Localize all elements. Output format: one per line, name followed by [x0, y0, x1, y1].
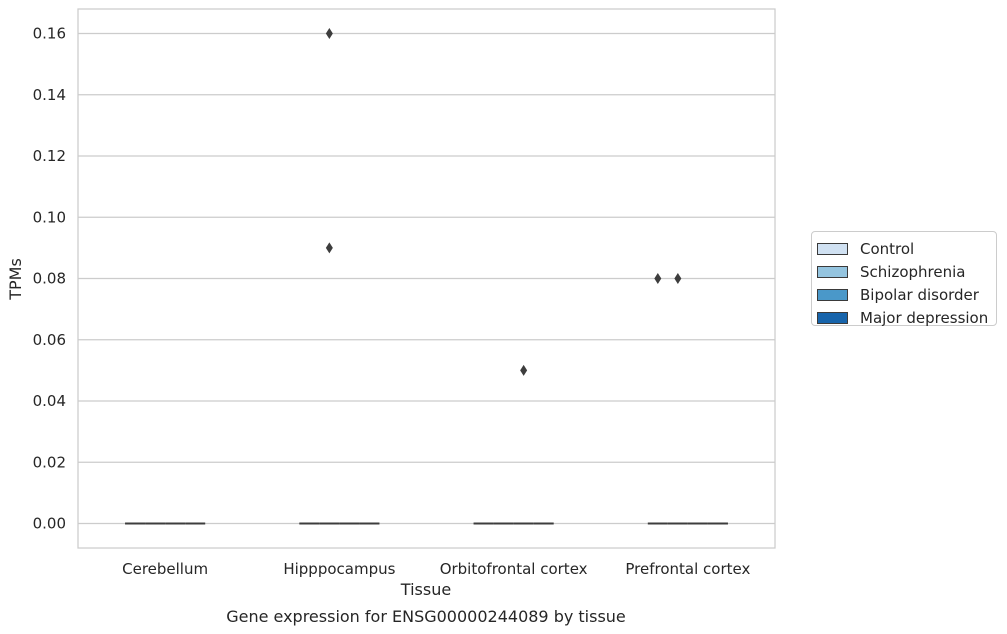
legend-item-schizophrenia: Schizophrenia	[817, 260, 996, 283]
y-tick-label: 0.02	[33, 453, 66, 471]
y-tick-label: 0.14	[33, 86, 66, 104]
legend-label: Bipolar disorder	[860, 285, 979, 304]
legend-item-major-depression: Major depression	[817, 306, 996, 329]
x-axis-label: Tissue	[400, 580, 451, 599]
y-tick-label: 0.06	[33, 331, 66, 349]
plot-frame	[77, 8, 776, 549]
outlier-point	[654, 273, 662, 284]
legend-label: Schizophrenia	[860, 262, 966, 281]
y-tick-label: 0.00	[33, 515, 66, 533]
legend-swatch	[817, 242, 848, 255]
y-axis-label: TPMs	[6, 258, 25, 301]
x-tick-labels: Cerebellum Hipppocampus Orbitofrontal cort…	[122, 560, 750, 578]
gridlines	[78, 32, 775, 525]
y-tick-label: 0.08	[33, 270, 66, 288]
outlier-point	[325, 28, 333, 39]
y-tick-labels: 0.00 0.02 0.04 0.06 0.08 0.10 0.12 0.14 0.16	[33, 25, 66, 533]
legend-label: Major depression	[860, 308, 989, 327]
legend-label: Control	[860, 239, 915, 258]
x-tick-label: Hipppocampus	[283, 560, 395, 578]
legend: Control Schizophrenia Bipolar disorder M…	[811, 231, 997, 329]
outlier-point	[520, 364, 528, 376]
box-plots	[125, 28, 728, 525]
legend-item-control: Control	[817, 237, 996, 260]
y-tick-label: 0.04	[33, 392, 66, 410]
outlier-point	[325, 242, 333, 254]
y-tick-label: 0.12	[33, 147, 66, 165]
x-tick-label: Prefrontal cortex	[625, 560, 750, 578]
legend-swatch	[817, 265, 848, 278]
y-tick-label: 0.16	[33, 25, 66, 43]
legend-swatch	[817, 288, 848, 301]
x-tick-label: Orbitofrontal cortex	[440, 560, 588, 578]
chart-title: Gene expression for ENSG00000244089 by t…	[226, 607, 626, 626]
y-tick-label: 0.10	[33, 208, 66, 226]
legend-swatch	[817, 311, 848, 324]
x-tick-label: Cerebellum	[122, 560, 208, 578]
legend-item-bipolar-disorder: Bipolar disorder	[817, 283, 996, 306]
outlier-point	[674, 273, 682, 284]
